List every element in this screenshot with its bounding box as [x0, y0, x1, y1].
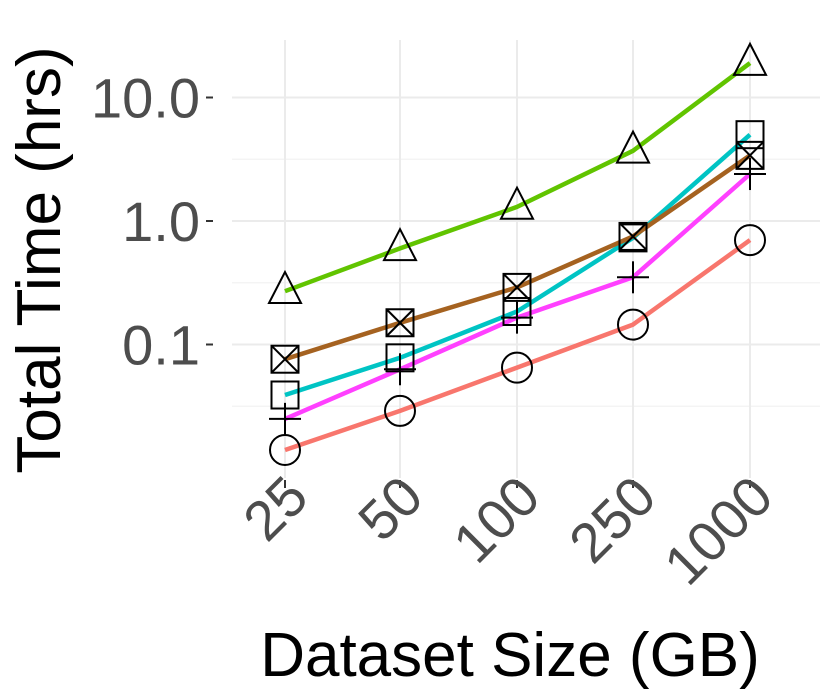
plus-marker [269, 402, 301, 435]
plus-marker [734, 158, 766, 191]
triangle-marker [615, 129, 651, 164]
y-axis-title: Total Time (hrs) [5, 46, 74, 473]
circle-marker [617, 308, 649, 341]
x-tick-label: 250 [557, 464, 668, 575]
square-marker [735, 120, 765, 150]
plus-marker [617, 261, 649, 294]
x-axis-title: Dataset Size (GB) [260, 621, 760, 690]
y-tick-label: 1.0 [122, 190, 200, 253]
boxed-x-marker [502, 272, 532, 302]
circle-marker [734, 224, 766, 257]
y-tick-label: 0.1 [122, 314, 200, 377]
x-tick-label: 25 [231, 464, 320, 553]
triangle-marker [499, 185, 535, 220]
x-tick-label: 1000 [652, 464, 785, 597]
y-tick-label: 10.0 [91, 67, 200, 130]
circle-marker [384, 394, 416, 427]
triangle-marker [267, 269, 303, 305]
boxed-x-marker [270, 344, 300, 374]
x-tick-label: 100 [441, 464, 552, 575]
circle-marker [501, 351, 533, 384]
plus-marker [501, 301, 533, 334]
triangle-marker [382, 226, 418, 262]
grid [232, 40, 820, 478]
boxed-x-marker [618, 221, 648, 251]
series-line-circle [284, 238, 752, 453]
marker-layer [267, 41, 768, 466]
triangle-marker [732, 41, 768, 76]
plus-marker [384, 353, 416, 386]
series-line-triangle [284, 61, 752, 294]
boxed-x-marker [385, 308, 415, 338]
x-tick-label: 50 [346, 464, 435, 553]
circle-marker [269, 433, 301, 466]
